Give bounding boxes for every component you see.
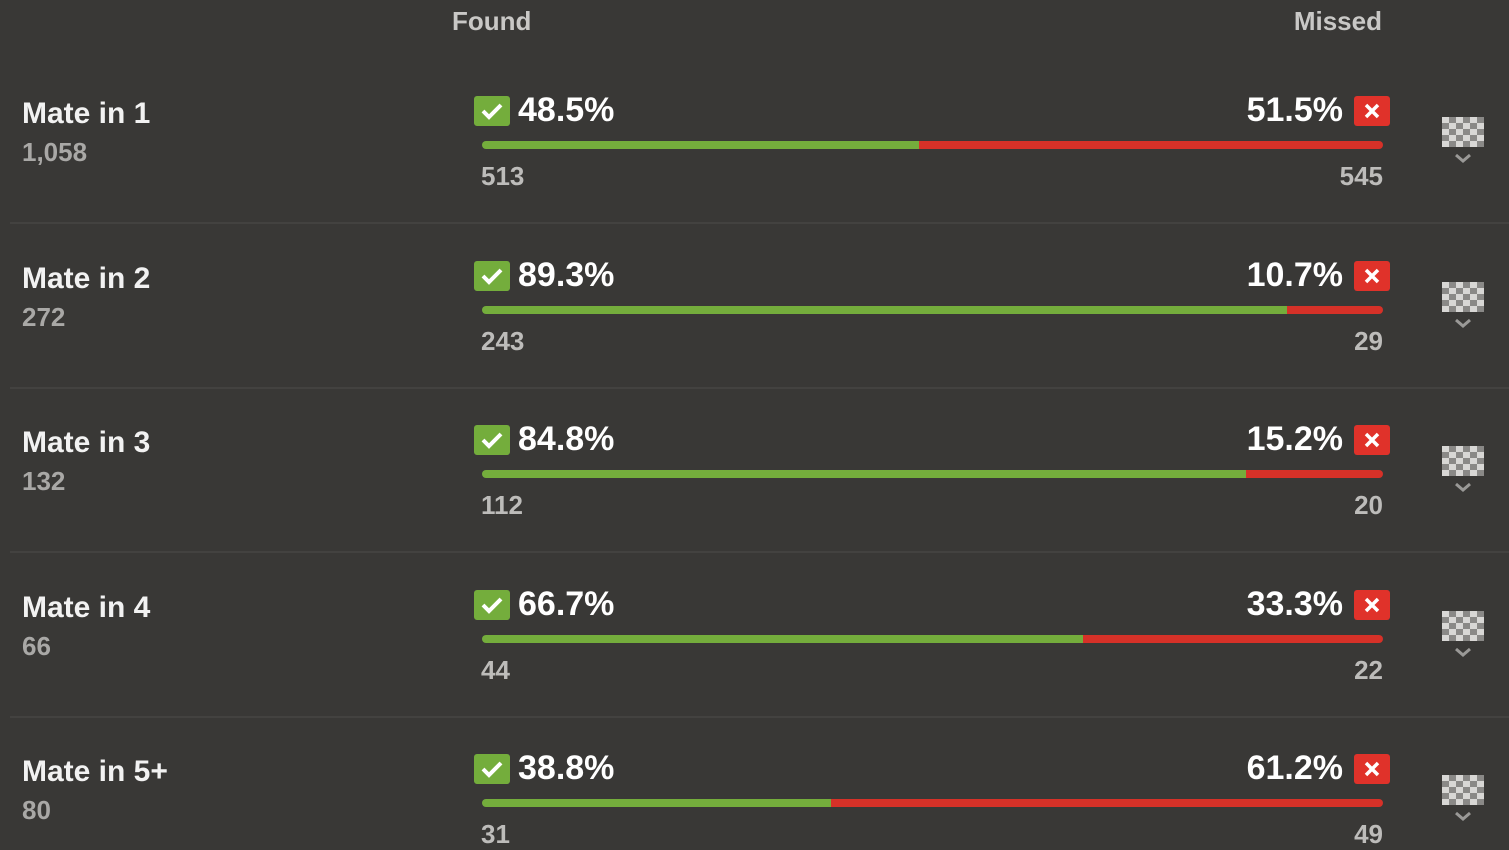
found-count: 44 <box>481 654 510 685</box>
found-count: 112 <box>481 490 523 520</box>
missed-bar <box>831 799 1383 807</box>
row-total: 80 <box>22 795 51 825</box>
found-percent: 89.3% <box>518 255 615 294</box>
found-percent: 84.8% <box>518 420 615 458</box>
found-bar <box>482 470 1247 478</box>
missed-count: 545 <box>1339 161 1383 191</box>
missed-bar <box>1082 634 1383 643</box>
row-separator <box>10 551 1509 553</box>
found-percent: 48.5% <box>518 91 615 129</box>
missed-percent: 15.2% <box>1246 420 1343 458</box>
missed-percent: 61.2% <box>1246 749 1343 787</box>
found-icon <box>474 589 510 620</box>
missed-bar <box>918 141 1383 149</box>
found-icon <box>474 754 510 784</box>
found-bar <box>482 799 832 807</box>
missed-icon <box>1354 260 1390 291</box>
missed-header: Missed <box>1293 6 1382 36</box>
board-button[interactable] <box>1442 773 1486 829</box>
row-separator <box>10 386 1509 389</box>
row-label: Mate in 2 <box>22 261 151 295</box>
board-button[interactable] <box>1442 444 1486 500</box>
found-icon <box>474 96 510 126</box>
missed-percent: 33.3% <box>1246 584 1343 623</box>
found-percent: 38.8% <box>518 749 615 787</box>
missed-icon <box>1354 754 1390 784</box>
board-button[interactable] <box>1442 609 1486 665</box>
row-total: 132 <box>22 466 66 496</box>
found-bar <box>482 634 1083 643</box>
row-label: Mate in 5+ <box>22 755 168 788</box>
missed-percent: 51.5% <box>1246 91 1343 129</box>
row-label: Mate in 1 <box>22 97 151 130</box>
found-bar <box>482 141 919 149</box>
found-count: 31 <box>481 819 510 849</box>
missed-bar <box>1286 305 1383 314</box>
found-count: 243 <box>481 325 525 356</box>
missed-icon <box>1354 589 1390 620</box>
row-total: 1,058 <box>22 137 88 167</box>
found-icon <box>474 260 510 291</box>
row-total: 272 <box>22 301 66 332</box>
board-button[interactable] <box>1442 280 1486 336</box>
missed-icon <box>1354 425 1390 455</box>
row-separator <box>10 715 1509 718</box>
missed-bar <box>1246 470 1383 478</box>
missed-icon <box>1354 96 1390 126</box>
row-label: Mate in 4 <box>22 590 151 624</box>
missed-count: 49 <box>1354 819 1383 849</box>
board-button[interactable] <box>1442 115 1486 171</box>
found-bar <box>482 305 1287 314</box>
missed-count: 22 <box>1354 654 1383 685</box>
row-separator <box>10 222 1509 224</box>
found-icon <box>474 425 510 455</box>
row-label: Mate in 3 <box>22 426 151 459</box>
missed-count: 20 <box>1354 490 1383 520</box>
found-count: 513 <box>481 161 525 191</box>
row-total: 66 <box>22 630 51 661</box>
found-percent: 66.7% <box>518 584 615 623</box>
found-header: Found <box>452 6 532 36</box>
missed-count: 29 <box>1354 325 1383 356</box>
missed-percent: 10.7% <box>1246 255 1343 294</box>
